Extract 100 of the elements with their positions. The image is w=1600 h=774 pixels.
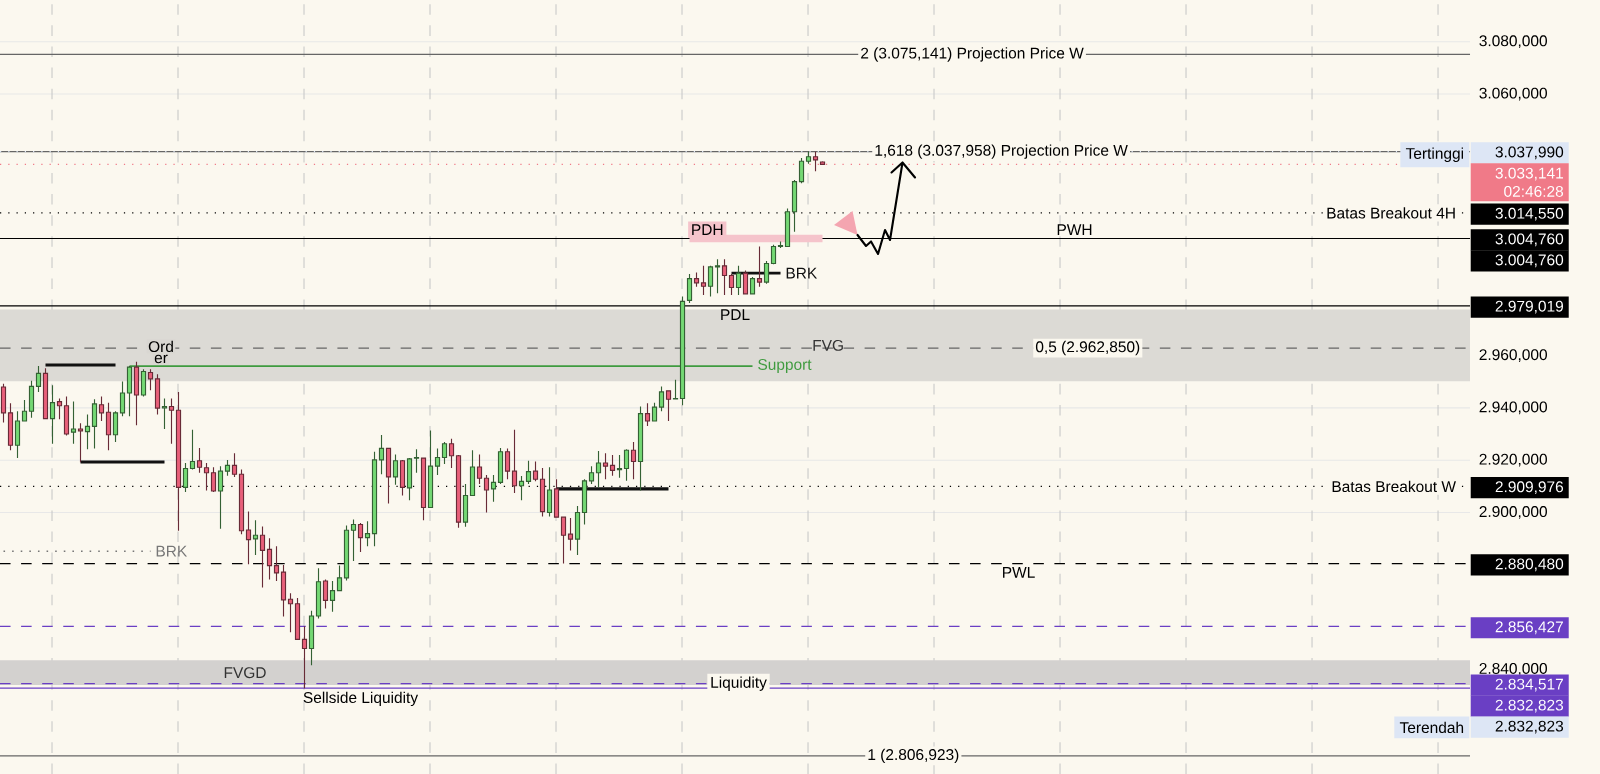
- candlestick: [406, 457, 413, 501]
- annotation: Batas Breakout W: [1332, 480, 1456, 493]
- candlestick: [469, 449, 476, 497]
- candlestick: [175, 391, 182, 532]
- candlestick: [448, 438, 455, 469]
- text: 02:46:28: [1504, 185, 1564, 197]
- annotation: Ord: [148, 340, 173, 353]
- candlestick: [539, 467, 546, 517]
- candlestick: [385, 447, 392, 505]
- y-tick-label: 2.900,000: [1479, 506, 1547, 519]
- candlestick: [672, 379, 679, 400]
- band-label: FVGD: [224, 667, 266, 679]
- y-tick-label: 2.840,000: [1479, 662, 1547, 676]
- candlestick: [308, 610, 315, 666]
- candlestick: [574, 505, 581, 556]
- candlestick: [280, 564, 287, 618]
- candlestick: [756, 245, 763, 288]
- ref-line-label: 1,618 (3.037,958) Projection Price W: [875, 144, 1128, 159]
- annotation: PDL: [721, 309, 750, 320]
- candlestick: [791, 179, 798, 233]
- candlestick: [350, 518, 357, 562]
- ref-line-label: 2 (3.075,141) Projection Price W: [861, 47, 1084, 62]
- annotation: Sellside Liquidity: [303, 691, 419, 707]
- candlestick: [259, 526, 266, 589]
- candlestick: [413, 448, 420, 474]
- candlestick: [182, 462, 189, 493]
- candlestick: [357, 522, 364, 553]
- candlestick: [658, 385, 665, 412]
- candlestick: [714, 258, 721, 294]
- y-tick-label: 3.080,000: [1479, 35, 1547, 49]
- candlestick: [665, 389, 672, 422]
- candlestick: [595, 450, 602, 488]
- candlestick: [0, 383, 7, 424]
- series-label: BRK: [786, 267, 818, 279]
- candlestick: [98, 396, 105, 422]
- candlestick: [329, 580, 336, 613]
- candlestick: [217, 465, 224, 530]
- candlestick: [504, 447, 511, 480]
- candlestick: [462, 483, 469, 528]
- candlestick: [294, 597, 301, 640]
- candlestick: [140, 368, 147, 398]
- candlestick: [126, 365, 133, 417]
- candlestick: [252, 519, 259, 556]
- annotation: er: [154, 354, 168, 364]
- candlestick: [196, 447, 203, 474]
- ref-line-label: 1 (2.806,923): [868, 748, 959, 764]
- candlestick: [707, 265, 714, 298]
- ref-line-label: 3.004,760: [1495, 233, 1564, 247]
- candlestick: [49, 384, 56, 445]
- candlestick: [623, 448, 630, 482]
- ref-line-label: 3.037,990: [1495, 146, 1564, 160]
- annotation: PWH: [1057, 224, 1092, 235]
- y-tick-label: 3.060,000: [1479, 87, 1547, 101]
- candlestick: [7, 402, 14, 451]
- candlestick: [245, 510, 252, 565]
- candlestick: [798, 157, 805, 184]
- band-label: FVG: [813, 339, 843, 351]
- candlestick: [434, 447, 441, 476]
- candlestick: [392, 453, 399, 486]
- candlestick: [686, 273, 693, 304]
- candlestick: [700, 265, 707, 296]
- annotation: Terendah: [1399, 721, 1464, 734]
- candlestick: [238, 469, 245, 535]
- candlestick: [476, 453, 483, 485]
- candlestick: [336, 565, 343, 592]
- candlestick: [168, 397, 175, 445]
- candlestick: [679, 295, 686, 406]
- candlestick: [147, 368, 154, 391]
- candlestick: [273, 545, 280, 582]
- candlestick: [35, 365, 42, 393]
- candlestick: [133, 361, 140, 426]
- candlestick: [819, 160, 826, 165]
- candlestick: [427, 430, 434, 509]
- candlestick: [371, 451, 378, 547]
- series-label: BRK: [156, 545, 188, 557]
- candlestick: [581, 478, 588, 526]
- candlestick: [224, 459, 231, 477]
- text: 2.832,823: [1495, 720, 1564, 734]
- candlestick: [693, 271, 700, 288]
- annotation: PWL: [1003, 567, 1035, 578]
- candlestick: [742, 270, 749, 295]
- candlestick: [21, 399, 28, 422]
- candlestick: [812, 151, 819, 172]
- candlestick: [609, 454, 616, 477]
- candlestick: [63, 396, 70, 437]
- candlestick: [728, 273, 735, 296]
- candlestick: [210, 466, 217, 493]
- candlestick: [735, 265, 742, 296]
- candlestick: [588, 465, 595, 485]
- candlestick: [231, 452, 238, 478]
- text: 3.004,760: [1495, 254, 1564, 268]
- annotation: Tertinggi: [1405, 147, 1463, 162]
- candlestick: [266, 537, 273, 580]
- y-tick-label: 2.920,000: [1479, 453, 1547, 467]
- candlestick: [70, 401, 77, 445]
- candlestick: [805, 151, 812, 165]
- candlestick: [490, 474, 497, 503]
- candlestick: [203, 462, 210, 492]
- candlestick: [784, 208, 791, 248]
- ref-line-label: 2.856,427: [1495, 621, 1563, 635]
